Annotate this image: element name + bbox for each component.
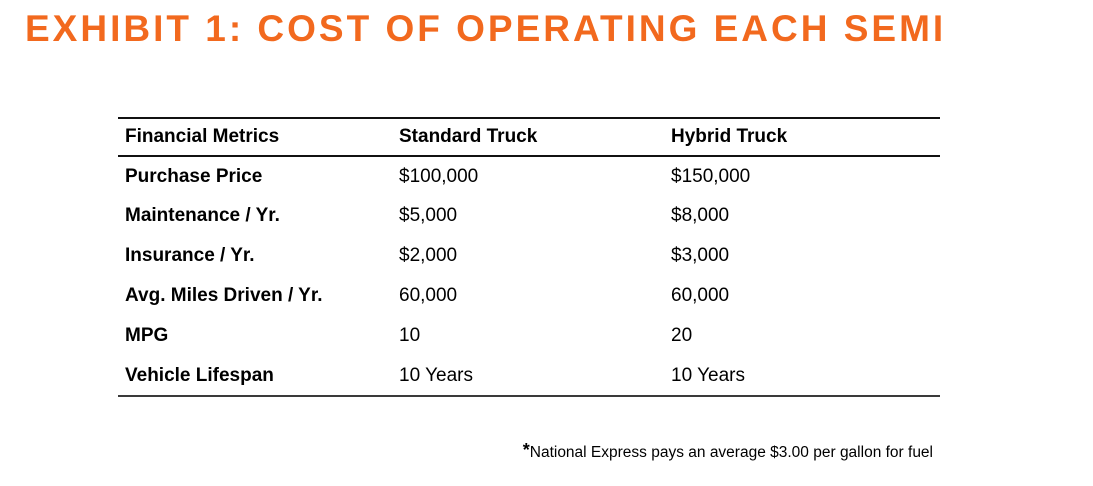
column-header-financial-metrics: Financial Metrics <box>125 126 280 147</box>
footnote: *National Express pays an average $3.00 … <box>522 440 933 462</box>
table-row-insurance: Insurance / Yr. $2,000 $3,000 <box>118 236 940 276</box>
hybrid-truck-value: $3,000 <box>671 245 730 266</box>
standard-truck-value: 60,000 <box>399 285 458 306</box>
standard-truck-value: 10 Years <box>399 364 473 386</box>
footnote-text: National Express pays an average $3.00 p… <box>529 444 933 461</box>
standard-truck-value: $100,000 <box>399 165 479 187</box>
column-header-standard-truck: Standard Truck <box>399 126 538 147</box>
metric-label: Purchase Price <box>125 165 263 187</box>
cost-table: Financial Metrics Standard Truck Hybrid … <box>118 117 940 397</box>
hybrid-truck-value: 60,000 <box>671 285 730 306</box>
table-row-mpg: MPG 10 20 <box>118 316 940 356</box>
table-row-purchase-price: Purchase Price $100,000 $150,000 <box>118 156 940 196</box>
metric-label: Avg. Miles Driven / Yr. <box>125 285 323 306</box>
hybrid-truck-value: $150,000 <box>671 165 751 187</box>
table-row-maintenance: Maintenance / Yr. $5,000 $8,000 <box>118 196 940 236</box>
hybrid-truck-value: 20 <box>671 325 693 346</box>
hybrid-truck-value: $8,000 <box>671 205 730 226</box>
table-header-row: Financial Metrics Standard Truck Hybrid … <box>118 118 940 156</box>
metric-label: Maintenance / Yr. <box>125 205 280 226</box>
column-header-hybrid-truck: Hybrid Truck <box>671 126 788 147</box>
hybrid-truck-value: 10 Years <box>671 364 745 386</box>
metric-label: Vehicle Lifespan <box>125 364 274 386</box>
standard-truck-value: $2,000 <box>399 245 458 266</box>
table-row-avg-miles-driven: Avg. Miles Driven / Yr. 60,000 60,000 <box>118 276 940 316</box>
standard-truck-value: 10 <box>399 325 421 346</box>
page-title: EXHIBIT 1: COST OF OPERATING EACH SEMI <box>25 8 947 49</box>
footnote-asterisk: * <box>522 440 530 460</box>
table-row-vehicle-lifespan: Vehicle Lifespan 10 Years 10 Years <box>118 356 940 396</box>
metric-label: Insurance / Yr. <box>125 245 255 266</box>
metric-label: MPG <box>125 325 169 346</box>
standard-truck-value: $5,000 <box>399 205 458 226</box>
